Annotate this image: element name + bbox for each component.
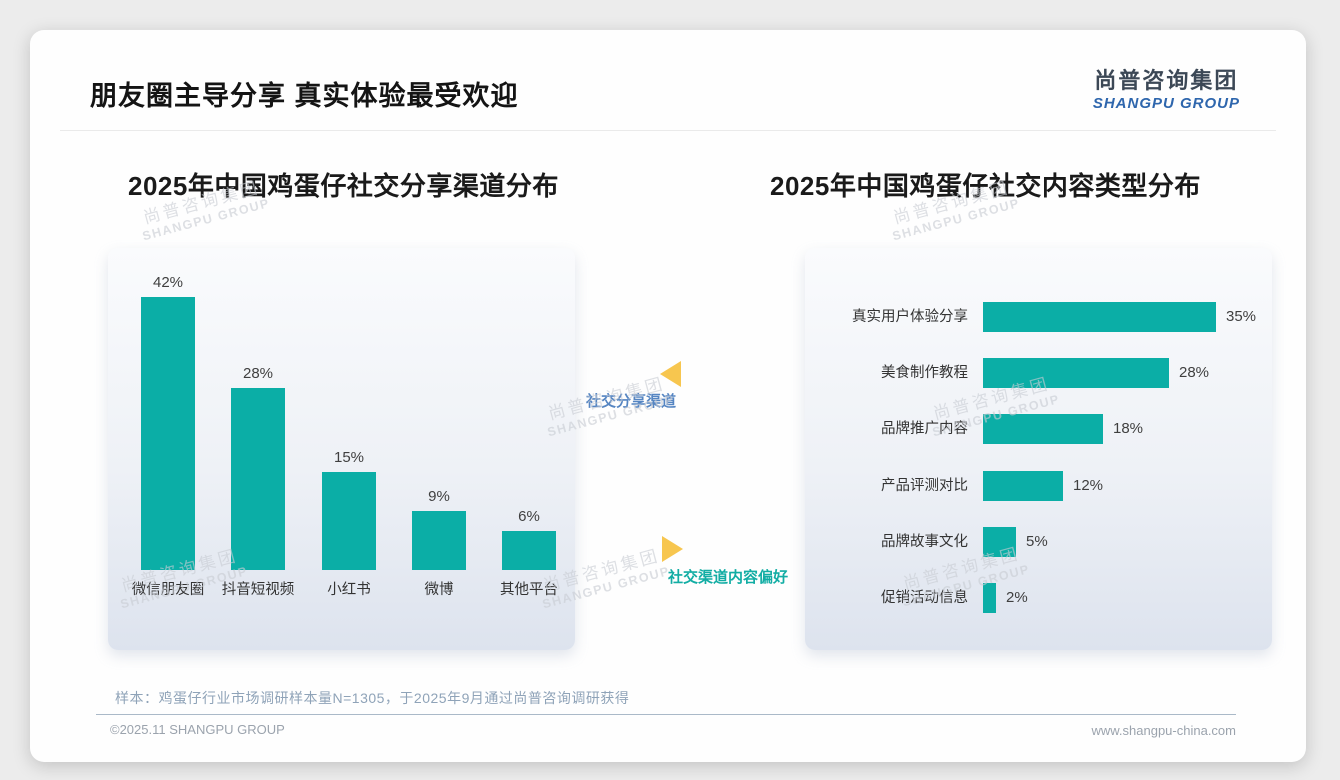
bar-value-label: 42% — [152, 274, 184, 291]
header-divider — [60, 130, 1276, 131]
bar-value-label: 9% — [428, 488, 450, 505]
bar — [502, 531, 556, 570]
bar — [983, 302, 1216, 332]
logo-english-text: SHANGPU GROUP — [1092, 95, 1240, 112]
bar — [983, 414, 1103, 444]
logo-chinese-text: 尚普咨询集团 — [1094, 68, 1239, 93]
content-type-chart-panel: 真实用户体验分享 35% 美食制作教程 28% 品牌推广内容 18% 产品评测对比 12% 品牌… — [805, 248, 1272, 650]
bar-value-label: 28% — [1179, 364, 1210, 381]
bar-value-label: 15% — [333, 449, 365, 466]
bar — [322, 472, 376, 570]
bar-category-label: 其他平台 — [500, 582, 558, 598]
bar — [141, 297, 195, 570]
share-channel-chart-panel: 42% 微信朋友圈 28% 抖音短视频 15% 小红书 9% 微博 6% 其他平台 — [108, 248, 575, 650]
bar-category-label: 美食制作教程 — [881, 365, 968, 381]
copyright-text: ©2025.11 SHANGPU GROUP — [110, 722, 285, 737]
bar-category-label: 品牌推广内容 — [881, 421, 968, 437]
share-channel-annotation: 社交分享渠道 — [586, 393, 677, 410]
bar — [231, 388, 285, 570]
bar-category-label: 品牌故事文化 — [881, 534, 968, 550]
bar-category-label: 微博 — [424, 582, 454, 598]
bar-value-label: 18% — [1113, 420, 1144, 437]
bar-category-label: 小红书 — [327, 582, 371, 598]
website-url: www.shangpu-china.com — [1091, 723, 1236, 738]
content-preference-annotation: 社交渠道内容偏好 — [668, 569, 789, 586]
bar-category-label: 真实用户体验分享 — [852, 309, 968, 325]
bar — [983, 583, 996, 613]
left-chart-title: 2025年中国鸡蛋仔社交分享渠道分布 — [128, 171, 559, 201]
bar — [983, 471, 1063, 501]
arrow-left-icon — [660, 361, 681, 387]
bar — [983, 527, 1016, 557]
bar-category-label: 微信朋友圈 — [131, 582, 205, 598]
bar — [983, 358, 1169, 388]
company-logo: 尚普咨询集团 SHANGPU GROUP — [1093, 63, 1240, 112]
bar-category-label: 促销活动信息 — [881, 590, 968, 606]
bar-category-label: 产品评测对比 — [881, 478, 968, 494]
sample-note: 样本：鸡蛋仔行业市场调研样本量N=1305，于2025年9月通过尚普咨询调研获得 — [115, 690, 630, 706]
bar-value-label: 35% — [1226, 308, 1257, 325]
bar-value-label: 28% — [242, 365, 274, 382]
page-title: 朋友圈主导分享 真实体验最受欢迎 — [90, 81, 519, 111]
bar-value-label: 6% — [518, 508, 540, 525]
footer-divider — [96, 714, 1236, 715]
arrow-right-icon — [662, 536, 683, 562]
bar-value-label: 2% — [1006, 589, 1028, 606]
right-chart-title: 2025年中国鸡蛋仔社交内容类型分布 — [770, 171, 1201, 201]
bar-category-label: 抖音短视频 — [221, 582, 295, 598]
bar — [412, 511, 466, 570]
bar-value-label: 12% — [1073, 477, 1104, 494]
bar-value-label: 5% — [1026, 533, 1048, 550]
slide-card: 朋友圈主导分享 真实体验最受欢迎 尚普咨询集团 SHANGPU GROUP 20… — [30, 30, 1306, 762]
